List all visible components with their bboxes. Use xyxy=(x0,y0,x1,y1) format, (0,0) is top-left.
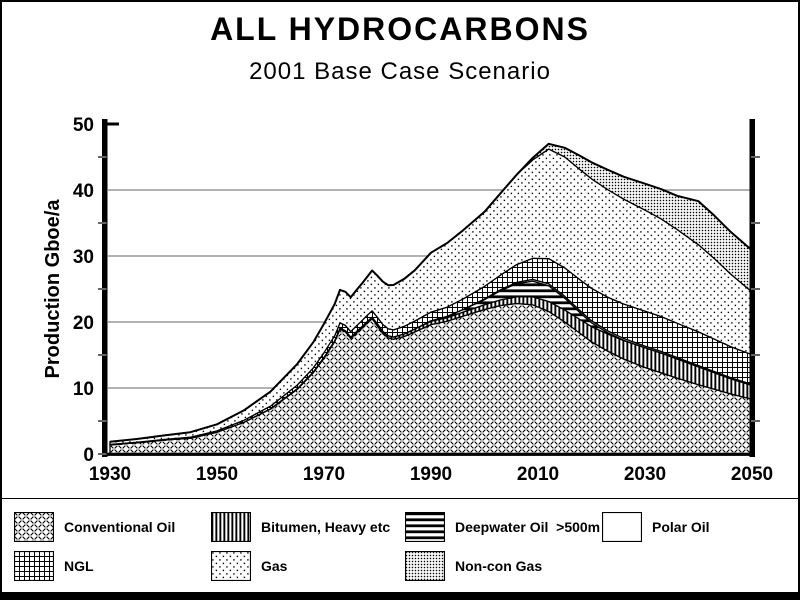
y-axis-label-0: 0 xyxy=(83,445,94,466)
x-axis-label-2050: 2050 xyxy=(731,464,773,485)
legend-item-bitumen-heavy-etc: Bitumen, Heavy etc xyxy=(211,512,390,542)
legend-item-deepwater-oil-500m: Deepwater Oil >500m xyxy=(405,512,600,542)
legend-label-non-con-gas: Non-con Gas xyxy=(455,558,543,574)
y-axis-label-30: 30 xyxy=(73,247,94,268)
x-axis-spine xyxy=(102,452,755,456)
x-axis-labels: 1930 1950 1970 1990 2010 2030 2050 xyxy=(89,464,773,485)
x-axis-label-1970: 1970 xyxy=(303,464,345,485)
legend-swatch-conventional-oil xyxy=(14,512,54,542)
legend-item-ngl: NGL xyxy=(14,551,94,581)
x-axis-label-1950: 1950 xyxy=(196,464,238,485)
series-areas xyxy=(109,143,753,455)
x-axis-label-2010: 2010 xyxy=(517,464,559,485)
y-axis-label-50: 50 xyxy=(73,115,94,136)
legend-item-non-con-gas: Non-con Gas xyxy=(405,551,542,581)
x-axis-label-1990: 1990 xyxy=(410,464,452,485)
y-axis-title: Production Gboe/a xyxy=(42,199,64,379)
chart-subtitle: 2001 Base Case Scenario xyxy=(249,58,551,85)
legend-label-deepwater-oil-500m: Deepwater Oil >500m xyxy=(455,519,601,535)
x-axis-label-1930: 1930 xyxy=(89,464,131,485)
legend-item-polar-oil: Polar Oil xyxy=(602,512,710,542)
y-axis-labels: 0 10 20 30 40 50 xyxy=(73,115,94,466)
y-axis-label-40: 40 xyxy=(73,181,94,202)
legend: Conventional Oil Bitumen, Heavy etc Deepwa… xyxy=(2,499,798,592)
chart-title: ALL HYDROCARBONS xyxy=(210,11,590,47)
x-axis-label-2030: 2030 xyxy=(624,464,666,485)
legend-label-bitumen-heavy-etc: Bitumen, Heavy etc xyxy=(261,519,391,535)
legend-label-conventional-oil: Conventional Oil xyxy=(64,519,176,535)
legend-swatch-non-con-gas xyxy=(405,551,445,581)
legend-label-ngl: NGL xyxy=(64,558,94,574)
legend-swatch-gas xyxy=(211,551,251,581)
y-axis-label-10: 10 xyxy=(73,379,94,400)
legend-swatch-polar-oil xyxy=(602,512,642,542)
total-production-line xyxy=(109,142,753,443)
legend-label-polar-oil: Polar Oil xyxy=(652,519,710,535)
legend-separator-line xyxy=(2,498,798,499)
legend-item-conventional-oil: Conventional Oil xyxy=(14,512,175,542)
axis-ticks xyxy=(98,122,760,455)
legend-swatch-deepwater-oil-500m xyxy=(405,512,445,542)
y-axis-label-20: 20 xyxy=(73,313,94,334)
legend-swatch-bitumen-heavy-etc xyxy=(211,512,251,542)
legend-label-gas: Gas xyxy=(261,558,288,574)
legend-item-gas: Gas xyxy=(211,551,287,581)
bottom-bar xyxy=(2,592,798,598)
legend-swatch-ngl xyxy=(14,551,54,581)
